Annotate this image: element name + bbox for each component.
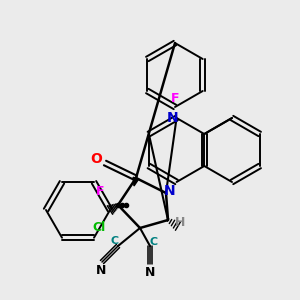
Text: O: O: [90, 152, 102, 166]
Text: N: N: [164, 184, 176, 198]
Text: H: H: [175, 215, 185, 229]
Text: N: N: [96, 265, 106, 278]
Text: F: F: [171, 92, 179, 104]
Text: F: F: [96, 185, 104, 198]
Text: C: C: [111, 236, 119, 246]
Text: N: N: [145, 266, 155, 280]
Text: C: C: [150, 237, 158, 247]
Text: Cl: Cl: [92, 221, 106, 234]
Polygon shape: [133, 177, 139, 186]
Text: N: N: [167, 111, 178, 125]
